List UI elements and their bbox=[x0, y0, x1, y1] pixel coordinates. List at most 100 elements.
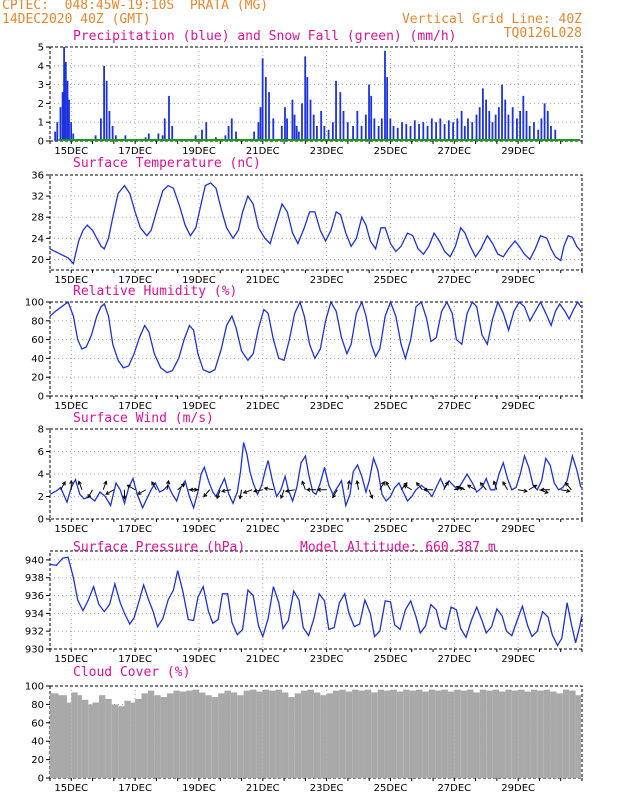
wind-arrow bbox=[203, 489, 210, 497]
plot-frame bbox=[49, 174, 583, 271]
wind-arrow-head bbox=[316, 487, 321, 492]
cloud-bar bbox=[473, 692, 480, 778]
y-tick-label: 100 bbox=[25, 298, 44, 309]
cloud-bar bbox=[186, 690, 193, 778]
wind-arrow bbox=[385, 481, 391, 491]
precip-bar bbox=[413, 120, 416, 141]
cloud-bar bbox=[118, 706, 125, 778]
cloud-bar bbox=[192, 689, 199, 778]
cloud-bar bbox=[124, 700, 131, 778]
panel-title: Surface Temperature (nC) bbox=[73, 156, 261, 171]
precip-bar bbox=[327, 129, 330, 141]
precip-bar bbox=[297, 131, 300, 141]
cloud-bar bbox=[71, 692, 78, 778]
x-tick-label: 21DEC bbox=[246, 401, 280, 412]
wind-arrow-head bbox=[566, 488, 571, 493]
wind-arrow bbox=[78, 481, 83, 490]
precip-bar bbox=[163, 118, 166, 141]
precip-bar bbox=[494, 114, 497, 141]
precip-bar bbox=[161, 135, 164, 141]
wind-arrow-head bbox=[466, 484, 472, 489]
cloud-bar bbox=[77, 695, 82, 778]
precip-bar bbox=[519, 110, 522, 141]
wind-arrow-head bbox=[502, 481, 507, 486]
precip-bar bbox=[380, 118, 383, 141]
precip-bar bbox=[257, 122, 260, 141]
precip-bar bbox=[224, 135, 227, 141]
wind-arrow-head bbox=[238, 495, 243, 500]
cloud-bar bbox=[518, 689, 525, 778]
wind-arrow bbox=[356, 480, 360, 490]
precip-bar bbox=[396, 127, 399, 141]
panel-title: Precipitation (blue) and Snow Fall (gree… bbox=[73, 29, 457, 44]
cloud-bar bbox=[224, 690, 231, 778]
model-altitude: Model Altitude: 660.387 m bbox=[300, 540, 496, 555]
cloud-bar bbox=[479, 689, 487, 778]
panel-4: 0 2 4 6 8 15DEC 17DEC 19DEC 21DEC 23DEC 25DEC 27DEC… bbox=[38, 411, 583, 535]
cloud-bar bbox=[371, 692, 378, 778]
precip-bar bbox=[481, 88, 484, 141]
series-line bbox=[49, 182, 582, 266]
cloud-bar bbox=[505, 689, 512, 778]
cloud-bar bbox=[345, 691, 353, 778]
precip-bar bbox=[550, 125, 552, 141]
cloud-bar bbox=[326, 693, 334, 778]
wind-arrow bbox=[137, 489, 147, 495]
cloud-bar bbox=[454, 689, 461, 778]
wind-arrow bbox=[416, 482, 423, 491]
precip-bar bbox=[501, 84, 503, 141]
panel-title: Surface Pressure (hPa) bbox=[73, 540, 245, 555]
x-tick-label: 25DEC bbox=[374, 654, 408, 665]
y-tick-label: 36 bbox=[31, 171, 44, 182]
cloud-bar bbox=[154, 695, 161, 778]
cloud-bar bbox=[135, 698, 142, 778]
precip-bar bbox=[304, 56, 307, 141]
wind-arrow-head bbox=[422, 487, 428, 492]
cloud-bar bbox=[422, 691, 429, 778]
precip-bar bbox=[456, 118, 459, 141]
wind-arrow bbox=[368, 489, 373, 499]
wind-arrow bbox=[280, 489, 285, 499]
wind-arrow bbox=[221, 489, 231, 492]
y-tick-label: 8 bbox=[38, 425, 44, 436]
wind-arrow-head bbox=[137, 491, 142, 495]
precip-bar bbox=[230, 118, 233, 141]
cloud-bar bbox=[492, 689, 500, 778]
wind-arrow bbox=[239, 489, 243, 499]
wind-arrow bbox=[528, 484, 537, 491]
cloud-bar bbox=[409, 690, 417, 778]
y-tick-label: 3 bbox=[38, 80, 44, 91]
y-tick-label: 60 bbox=[31, 335, 44, 346]
header: CPTEC: 048:45W-19:10S PRATA (MG) 14DEC20… bbox=[0, 0, 618, 48]
precip-bar bbox=[103, 65, 105, 141]
cloud-bar bbox=[167, 693, 174, 778]
x-tick-label: 19DEC bbox=[182, 401, 216, 412]
wind-arrow-head bbox=[151, 481, 156, 486]
cloud-bar bbox=[403, 689, 410, 778]
precip-bar bbox=[235, 131, 237, 141]
x-tick-label: 15DEC bbox=[54, 146, 88, 157]
panel-6: 0 20 40 60 80 100 15DEC 17DEC 19DEC 21DEC 23DEC 25D… bbox=[25, 665, 583, 794]
cloud-bar bbox=[307, 689, 314, 778]
wind-arrow bbox=[127, 484, 136, 491]
wind-arrow-head bbox=[479, 482, 484, 487]
y-tick-label: 6 bbox=[38, 447, 44, 458]
cloud-bar bbox=[281, 692, 289, 778]
run-code-text: TQ0126L028 bbox=[503, 26, 582, 41]
precip-bar bbox=[430, 118, 433, 141]
precip-bar bbox=[286, 118, 289, 141]
cloud-bar bbox=[198, 692, 206, 778]
wind-arrow-head bbox=[181, 483, 186, 488]
precip-bar bbox=[70, 122, 73, 141]
wind-arrow-head bbox=[284, 488, 290, 493]
wind-arrow-head bbox=[105, 491, 110, 495]
cloud-bar bbox=[111, 704, 119, 778]
y-tick-label: 940 bbox=[25, 555, 44, 566]
precip-bar bbox=[356, 110, 359, 141]
wind-arrow-head bbox=[77, 480, 82, 485]
wind-arrow-head bbox=[533, 484, 538, 489]
precip-bar bbox=[66, 80, 69, 141]
wind-arrow bbox=[102, 481, 107, 490]
precip-bar bbox=[522, 95, 525, 141]
precip-bar bbox=[56, 122, 59, 141]
